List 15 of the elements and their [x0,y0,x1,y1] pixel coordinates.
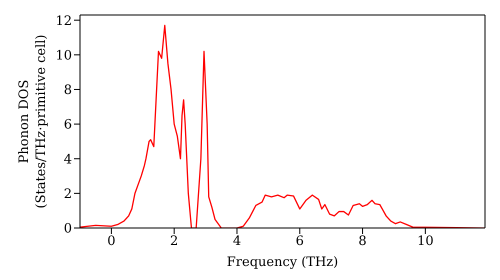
y-tick-label: 2 [64,186,72,202]
x-axis-title: Frequency (THz) [226,255,338,270]
x-tick-label: 2 [170,234,178,250]
y-tick-label: 8 [64,83,72,98]
x-tick-label: 0 [107,234,116,250]
x-tick-label: 4 [232,234,242,250]
y-tick-label: 0 [64,222,72,237]
y-axis-title: Phonon DOS (States/THz·primitive cell) [17,34,49,209]
y-tick-label: 12 [55,14,72,29]
y-tick-label: 4 [64,152,72,168]
x-tick-label: 10 [417,234,434,250]
y-tick-label: 6 [64,118,72,133]
y-tick-label: 10 [55,48,72,64]
x-tick-label: 8 [358,234,367,250]
x-tick-label: 6 [296,234,304,250]
